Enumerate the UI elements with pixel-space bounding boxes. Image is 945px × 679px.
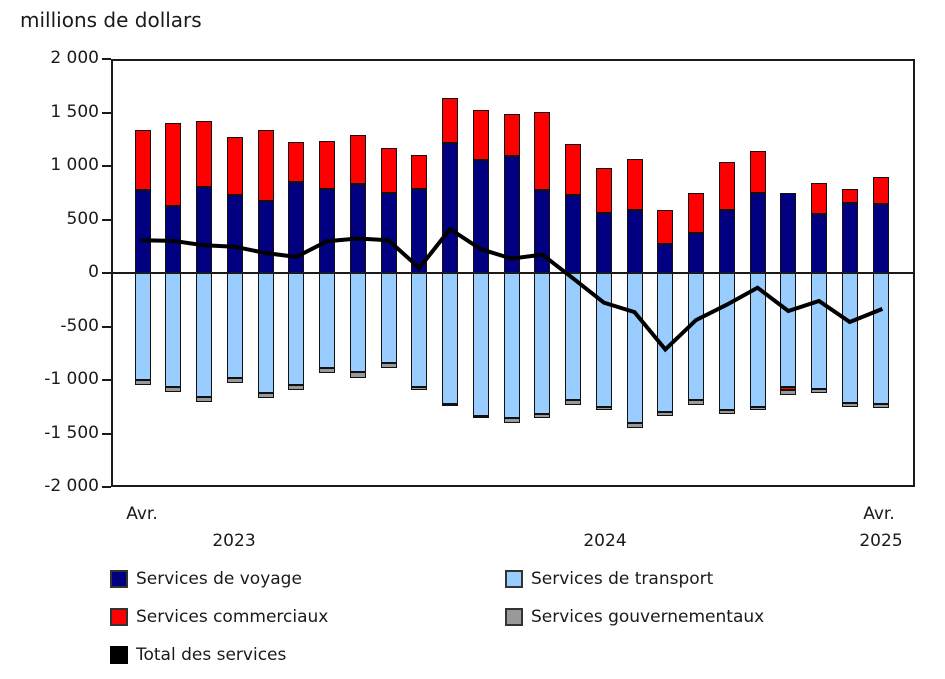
legend-label-gouvernementaux: Services gouvernementaux [531,607,765,627]
total-line [140,226,884,353]
bar-segment-commerciaux [288,142,304,182]
bar-segment-gouvernementaux [688,400,704,405]
legend-label-total: Total des services [136,645,287,665]
y-axis-tick-label: 0 [88,262,99,282]
bar-segment-commerciaux [842,189,858,203]
y-axis-tick-label: -500 [60,316,99,336]
y-axis-tick [102,58,111,60]
legend-swatch-voyage-icon [110,570,128,588]
zero-baseline [111,272,915,274]
bar-segment-gouvernementaux [565,400,581,405]
bar-segment-commerciaux [165,123,181,206]
bar-segment-gouvernementaux [319,368,335,373]
bar-segment-commerciaux [596,168,612,213]
bar-segment-commerciaux [565,144,581,195]
y-axis-tick [102,165,111,167]
bar-segment-commerciaux [873,177,889,204]
legend-item-commerciaux: Services commerciaux [110,607,328,627]
bar-segment-gouvernementaux [842,403,858,407]
bar-segment-gouvernementaux [596,407,612,410]
x-tick-label-2025: 2025 [859,531,903,551]
bar-segment-commerciaux [135,130,151,190]
bar-segment-commerciaux [196,121,212,187]
y-axis-tick-label: 1 500 [50,102,99,122]
bar-segment-commerciaux [258,130,274,201]
bar-segment-gouvernementaux [258,393,274,398]
bar-segment-gouvernementaux [442,404,458,406]
bar-segment-commerciaux [627,159,643,210]
bar-segment-commerciaux [227,137,243,195]
bar-segment-commerciaux [350,135,366,184]
legend-item-transport: Services de transport [505,569,713,589]
bar-segment-gouvernementaux [780,390,796,395]
bar-segment-gouvernementaux [504,418,520,423]
bar-segment-gouvernementaux [534,414,550,418]
y-axis-tick [102,112,111,114]
bar-segment-commerciaux [750,151,766,193]
x-tick-label-avr-2023: Avr. [126,504,158,524]
y-axis-tick [102,219,111,221]
bar-segment-gouvernementaux [719,410,735,414]
bar-segment-commerciaux [811,183,827,214]
legend-label-voyage: Services de voyage [136,569,302,589]
x-tick-label-2023: 2023 [212,531,256,551]
y-axis-tick [102,326,111,328]
bar-segment-gouvernementaux [811,389,827,393]
bar-segment-gouvernementaux [196,397,212,402]
bar-segment-gouvernementaux [165,387,181,392]
legend-item-total: Total des services [110,645,286,665]
y-axis-tick [102,486,111,488]
chart-title: millions de dollars [20,8,202,32]
bar-segment-commerciaux [411,155,427,189]
bar-segment-commerciaux [657,210,673,244]
bar-segment-commerciaux [504,114,520,156]
bar-segment-gouvernementaux [873,404,889,408]
bar-segment-gouvernementaux [381,363,397,368]
total-line-layer [140,226,884,353]
y-axis-tick [102,433,111,435]
plot-area [102,58,915,488]
bar-segment-gouvernementaux [350,372,366,378]
bar-segment-gouvernementaux [473,416,489,418]
bar-segment-commerciaux [688,193,704,233]
legend-swatch-transport-icon [505,570,523,588]
legend-item-voyage: Services de voyage [110,569,302,589]
bar-segment-gouvernementaux [227,378,243,383]
bar-segment-commerciaux [442,98,458,143]
legend-item-gouvernementaux: Services gouvernementaux [505,607,764,627]
bar-segment-commerciaux [534,112,550,190]
bar-segment-commerciaux [319,141,335,189]
bar-segment-gouvernementaux [135,380,151,385]
legend-label-transport: Services de transport [531,569,714,589]
y-axis-tick-label: 500 [66,209,99,229]
bar-segment-commerciaux [780,387,796,390]
y-axis-tick [102,272,111,274]
legend-swatch-commerciaux-icon [110,608,128,626]
bar-segment-commerciaux [719,162,735,210]
y-axis-tick-label: -1 000 [44,369,99,389]
bar-segment-gouvernementaux [657,412,673,416]
bar-segment-gouvernementaux [750,407,766,410]
bar-segment-gouvernementaux [627,423,643,428]
y-axis-tick-label: -1 500 [44,423,99,443]
bar-segment-gouvernementaux [411,387,427,390]
bar-segment-commerciaux [381,148,397,193]
y-axis-tick-label: 2 000 [50,48,99,68]
bar-segment-gouvernementaux [288,385,304,390]
legend-label-commerciaux: Services commerciaux [136,607,329,627]
x-tick-label-avr-2025: Avr. [863,504,895,524]
legend-swatch-total-icon [110,646,128,664]
bar-segment-commerciaux [473,110,489,160]
x-tick-label-2024: 2024 [583,531,627,551]
y-axis-tick-label: 1 000 [50,155,99,175]
y-axis-tick [102,379,111,381]
legend-swatch-gouvernementaux-icon [505,608,523,626]
y-axis-tick-label: -2 000 [44,476,99,496]
